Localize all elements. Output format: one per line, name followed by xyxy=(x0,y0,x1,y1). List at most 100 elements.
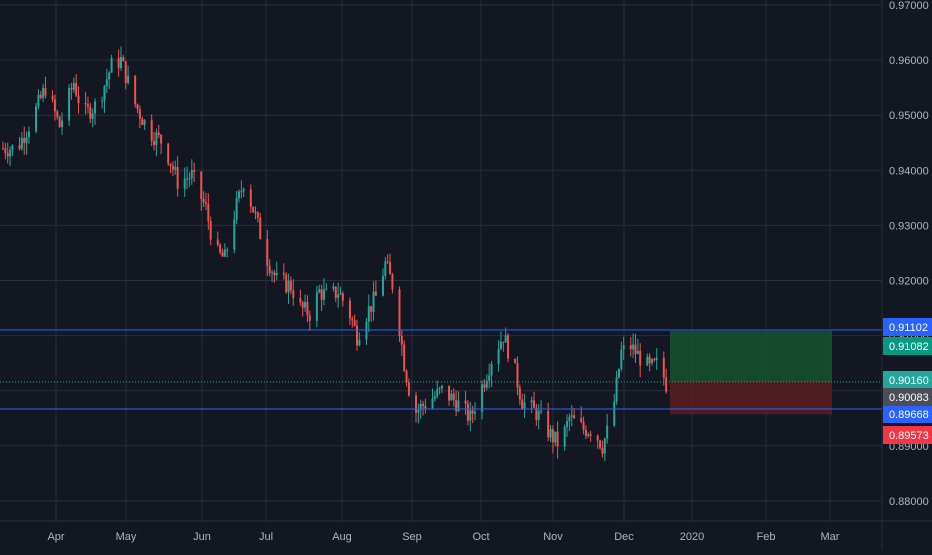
candle-body xyxy=(18,145,21,149)
candle-body xyxy=(448,385,451,401)
candle-body xyxy=(171,165,174,170)
candle-body xyxy=(252,206,255,213)
candle-body xyxy=(27,131,30,138)
candle-body xyxy=(514,358,517,364)
candle-body xyxy=(471,410,474,414)
candle-body xyxy=(365,321,368,340)
position-zones[interactable] xyxy=(670,331,832,415)
candle-body xyxy=(436,388,439,397)
candle-body xyxy=(110,57,113,73)
price-tag-badge xyxy=(883,337,932,355)
candle-body xyxy=(141,118,144,125)
candle-body xyxy=(143,120,146,125)
candle-body xyxy=(474,411,476,414)
candle-body xyxy=(39,94,42,98)
candle-body xyxy=(259,217,262,240)
candle-body xyxy=(233,219,236,250)
candle-body xyxy=(573,415,576,419)
candle-body xyxy=(629,345,632,350)
candle-body xyxy=(285,274,288,293)
candle-body xyxy=(535,407,538,420)
candle-body xyxy=(219,244,222,253)
candle-body xyxy=(44,87,47,96)
candle-body xyxy=(51,95,54,100)
candle-body xyxy=(417,409,420,413)
candle-body xyxy=(25,137,28,144)
candle-body xyxy=(372,291,375,312)
candle-body xyxy=(533,400,535,408)
candle-body xyxy=(549,429,552,438)
candle-body xyxy=(75,83,78,96)
price-tag-label: 0.90083 xyxy=(889,392,929,404)
candle-body xyxy=(521,399,524,410)
time-tick-label: Jun xyxy=(193,531,211,543)
candle-body xyxy=(306,301,309,316)
candle-body xyxy=(547,411,550,438)
candle-body xyxy=(150,120,153,142)
candle-body xyxy=(238,191,240,199)
profit-zone[interactable] xyxy=(670,331,832,382)
candle-body xyxy=(136,104,139,109)
candle-body xyxy=(322,289,325,300)
candle-body xyxy=(488,375,491,381)
candle-body xyxy=(190,170,193,179)
candle-body xyxy=(606,425,609,439)
candle-body xyxy=(440,385,443,389)
candle-body xyxy=(646,356,649,366)
candle-body xyxy=(516,363,519,388)
candle-body xyxy=(337,294,340,298)
candle-body xyxy=(603,438,606,454)
candle-body xyxy=(617,368,620,378)
candle-body xyxy=(466,403,469,421)
candle-body xyxy=(186,178,189,180)
candle-body xyxy=(249,189,252,207)
candle-body xyxy=(101,100,104,102)
candle-body xyxy=(86,104,89,107)
candle-body xyxy=(405,371,408,383)
candle-body xyxy=(483,384,486,388)
candle-body xyxy=(563,427,566,447)
candle-body xyxy=(287,280,290,293)
candle-body xyxy=(124,61,127,83)
candle-body xyxy=(292,290,295,299)
price-tag-label: 0.89573 xyxy=(889,430,929,442)
candle-body xyxy=(386,261,389,263)
candle-body xyxy=(155,132,158,145)
time-tick-label: Nov xyxy=(543,531,563,543)
price-tags: 0.91102 0.89668 0.90160 0.91082 0.90083 0.895… xyxy=(883,318,932,444)
time-tick-label: Jul xyxy=(259,531,273,543)
candle-body xyxy=(308,315,311,321)
candle-body xyxy=(256,212,259,218)
candle-body xyxy=(42,87,45,98)
candle-body xyxy=(596,435,599,441)
candle-body xyxy=(389,262,392,275)
candlestick-series xyxy=(2,46,668,461)
price-tick-label: 0.95000 xyxy=(889,110,929,122)
candle-body xyxy=(304,301,307,308)
candle-body xyxy=(91,113,94,119)
horizontal-levels[interactable] xyxy=(0,329,882,410)
candle-body xyxy=(35,106,38,132)
price-tag-label: 0.91102 xyxy=(889,322,928,334)
candle-body xyxy=(221,252,224,257)
candle-body xyxy=(374,291,377,296)
candle-body xyxy=(507,335,510,359)
time-tick-label: 2020 xyxy=(680,531,704,543)
time-tick-label: Feb xyxy=(757,531,776,543)
candle-body xyxy=(438,388,441,390)
candle-body xyxy=(523,402,526,410)
time-tick-label: Aug xyxy=(332,531,352,543)
candle-body xyxy=(72,83,75,90)
candle-body xyxy=(530,400,533,403)
candle-body xyxy=(9,149,12,157)
candle-body xyxy=(200,171,203,200)
candle-body xyxy=(61,120,63,128)
candle-body xyxy=(485,380,488,388)
candle-body xyxy=(554,431,557,443)
time-axis[interactable]: Apr May Jun Jul Aug Sep Oct Nov Dec 2020 Feb Mar xyxy=(47,531,839,543)
price-tag-badge xyxy=(883,371,932,389)
candle-body xyxy=(450,393,453,401)
candle-body xyxy=(6,153,9,157)
